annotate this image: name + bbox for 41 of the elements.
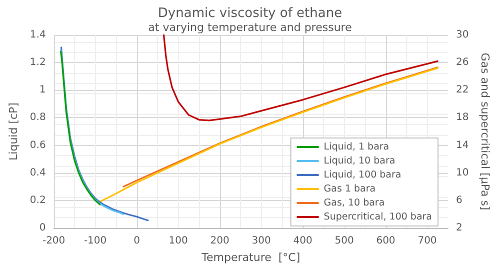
x-tick-label: 200 <box>210 236 230 246</box>
x-tick-label: 400 <box>293 236 312 246</box>
x-tick-label: 0 <box>134 236 140 246</box>
y-tick-label: 0.4 <box>30 167 46 178</box>
legend-label: Supercritical, 100 bara <box>324 212 432 222</box>
y2-tick-label: 14 <box>456 140 469 151</box>
legend-label: Liquid, 1 bara <box>324 142 390 152</box>
legend-label: Gas 1 bara <box>324 184 376 194</box>
y2-tick-label: 30 <box>456 30 469 40</box>
y2-tick-label: 26 <box>456 57 469 68</box>
y2-axis-title: Gas and supercritical [μPa s] <box>478 52 492 210</box>
y2-tick-label: 2 <box>456 222 462 234</box>
x-tick-label: 300 <box>252 236 271 246</box>
y-tick-label: 0 <box>39 222 46 234</box>
y-tick-label: 0.8 <box>30 112 46 124</box>
y-tick-label: 1.2 <box>30 57 46 68</box>
y2-tick-label: 22 <box>456 84 469 96</box>
y2-tick-label: 10 <box>456 167 469 178</box>
x-tick-label: 100 <box>168 236 188 246</box>
y-tick-label: 0.6 <box>30 140 46 151</box>
line-series <box>60 50 101 206</box>
legend-label: Liquid, 100 bara <box>324 170 402 180</box>
y-tick-label: 1 <box>39 84 46 96</box>
x-tick-label: 500 <box>334 236 354 246</box>
y-axis-title: Liquid [cP] <box>7 102 20 160</box>
legend-label: Liquid, 10 bara <box>324 156 396 166</box>
x-tick-label: 600 <box>376 236 396 246</box>
line-series <box>60 49 124 216</box>
y-tick-label: 0.2 <box>30 194 46 206</box>
x-axis-title: Temperature [°C] <box>200 251 300 264</box>
x-tick-label: -100 <box>84 236 107 246</box>
y2-tick-label: 6 <box>456 194 462 206</box>
chart-title: Dynamic viscosity of ethane <box>158 6 342 21</box>
x-tick-label: 700 <box>418 236 437 246</box>
y-tick-label: 1.4 <box>30 30 46 40</box>
y2-tick-label: 18 <box>456 112 469 124</box>
line-series <box>162 34 438 122</box>
line-series <box>60 46 149 222</box>
chart-subtitle: at varying temperature and pressure <box>148 21 352 34</box>
x-tick-label: -200 <box>42 236 66 246</box>
legend-label: Gas, 10 bara <box>324 198 385 208</box>
